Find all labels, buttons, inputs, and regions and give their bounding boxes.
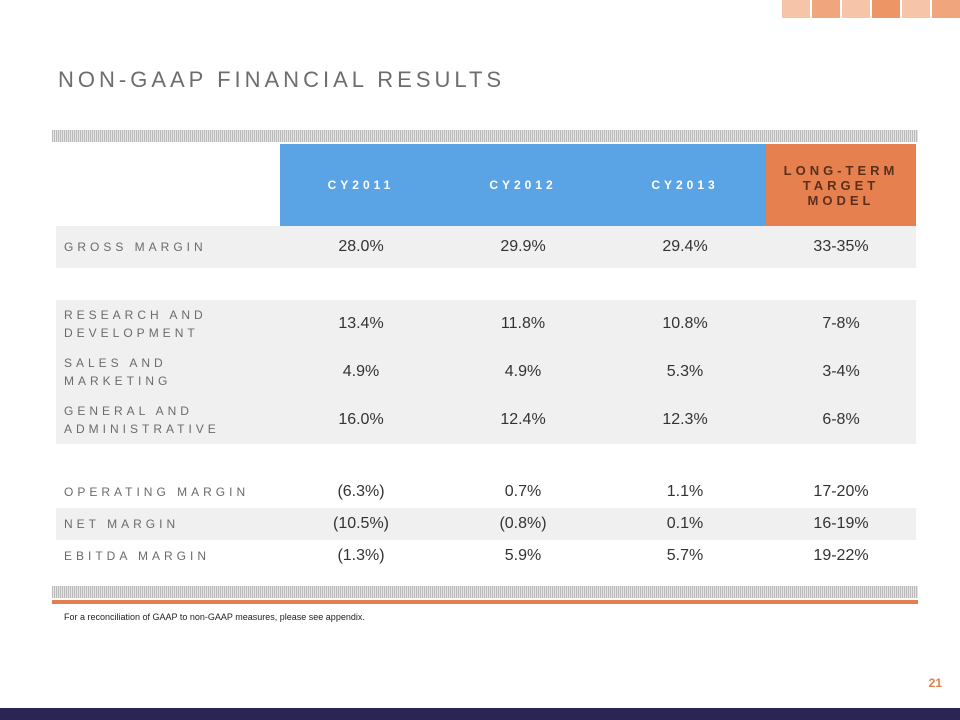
cell-value: 29.9% [442, 226, 604, 268]
cell-value: 0.1% [604, 508, 766, 540]
orange-rule [52, 600, 918, 604]
cell-value: 16.0% [280, 396, 442, 444]
footnote: For a reconciliation of GAAP to non-GAAP… [64, 612, 365, 622]
hatch-divider-bottom [52, 586, 918, 598]
cell-value: 19-22% [813, 547, 869, 564]
header-cy2013: CY2013 [604, 144, 766, 226]
row-label: EBITDA MARGIN [64, 549, 211, 563]
bottom-bar [0, 708, 960, 720]
table-row-gross-margin: GROSS MARGIN 28.0% 29.9% 29.4% 33-35% [56, 226, 916, 268]
decor-block [902, 0, 930, 18]
top-decoration [780, 0, 960, 18]
table-row-ebitda-margin: EBITDA MARGIN (1.3%) 5.9% 5.7% 19-22% [56, 540, 916, 572]
decor-block [812, 0, 840, 18]
table-spacer [56, 268, 916, 300]
table-row-research-development: RESEARCH AND DEVELOPMENT 13.4% 11.8% 10.… [56, 300, 916, 348]
row-label: NET MARGIN [56, 508, 280, 540]
cell-value: 5.9% [504, 547, 542, 564]
cell-value: 0.7% [504, 483, 542, 500]
header-long-term-target: LONG-TERM TARGET MODEL [766, 144, 916, 226]
cell-value: 7-8% [766, 300, 916, 348]
cell-value: 4.9% [280, 348, 442, 396]
row-label: OPERATING MARGIN [64, 485, 250, 499]
cell-value: 12.4% [442, 396, 604, 444]
row-label: GENERAL AND ADMINISTRATIVE [56, 396, 280, 444]
cell-value: 13.4% [280, 300, 442, 348]
table-row-sales-marketing: SALES AND MARKETING 4.9% 4.9% 5.3% 3-4% [56, 348, 916, 396]
cell-value: (10.5%) [280, 508, 442, 540]
cell-value: 3-4% [766, 348, 916, 396]
decor-block [782, 0, 810, 18]
cell-value: 17-20% [813, 483, 869, 500]
cell-value: 5.7% [666, 547, 704, 564]
cell-value: 28.0% [280, 226, 442, 268]
page-number: 21 [928, 676, 942, 690]
header-cy2011: CY2011 [280, 144, 442, 226]
cell-value: 1.1% [666, 483, 704, 500]
row-label: RESEARCH AND DEVELOPMENT [56, 300, 280, 348]
table-spacer [56, 444, 916, 476]
cell-value: 10.8% [604, 300, 766, 348]
row-label: GROSS MARGIN [56, 226, 280, 268]
decor-block [932, 0, 960, 18]
decor-block [872, 0, 900, 18]
table-row-net-margin: NET MARGIN (10.5%) (0.8%) 0.1% 16-19% [56, 508, 916, 540]
hatch-divider-top [52, 130, 918, 142]
cell-value: 5.3% [604, 348, 766, 396]
cell-value: 6-8% [766, 396, 916, 444]
page-title: NON-GAAP FINANCIAL RESULTS [58, 67, 506, 92]
cell-value: 29.4% [604, 226, 766, 268]
cell-value: 33-35% [766, 226, 916, 268]
table-header-row: CY2011 CY2012 CY2013 LONG-TERM TARGET MO… [56, 144, 916, 226]
header-blank [56, 144, 280, 226]
row-label: SALES AND MARKETING [56, 348, 280, 396]
cell-value: 11.8% [442, 300, 604, 348]
header-cy2012: CY2012 [442, 144, 604, 226]
table-row-general-administrative: GENERAL AND ADMINISTRATIVE 16.0% 12.4% 1… [56, 396, 916, 444]
cell-value: (1.3%) [337, 547, 385, 564]
cell-value: 16-19% [766, 508, 916, 540]
cell-value: (6.3%) [337, 483, 385, 500]
financial-results-table: CY2011 CY2012 CY2013 LONG-TERM TARGET MO… [56, 144, 916, 572]
cell-value: 4.9% [442, 348, 604, 396]
cell-value: (0.8%) [442, 508, 604, 540]
cell-value: 12.3% [604, 396, 766, 444]
table-row-operating-margin: OPERATING MARGIN (6.3%) 0.7% 1.1% 17-20% [56, 476, 916, 508]
decor-block [842, 0, 870, 18]
